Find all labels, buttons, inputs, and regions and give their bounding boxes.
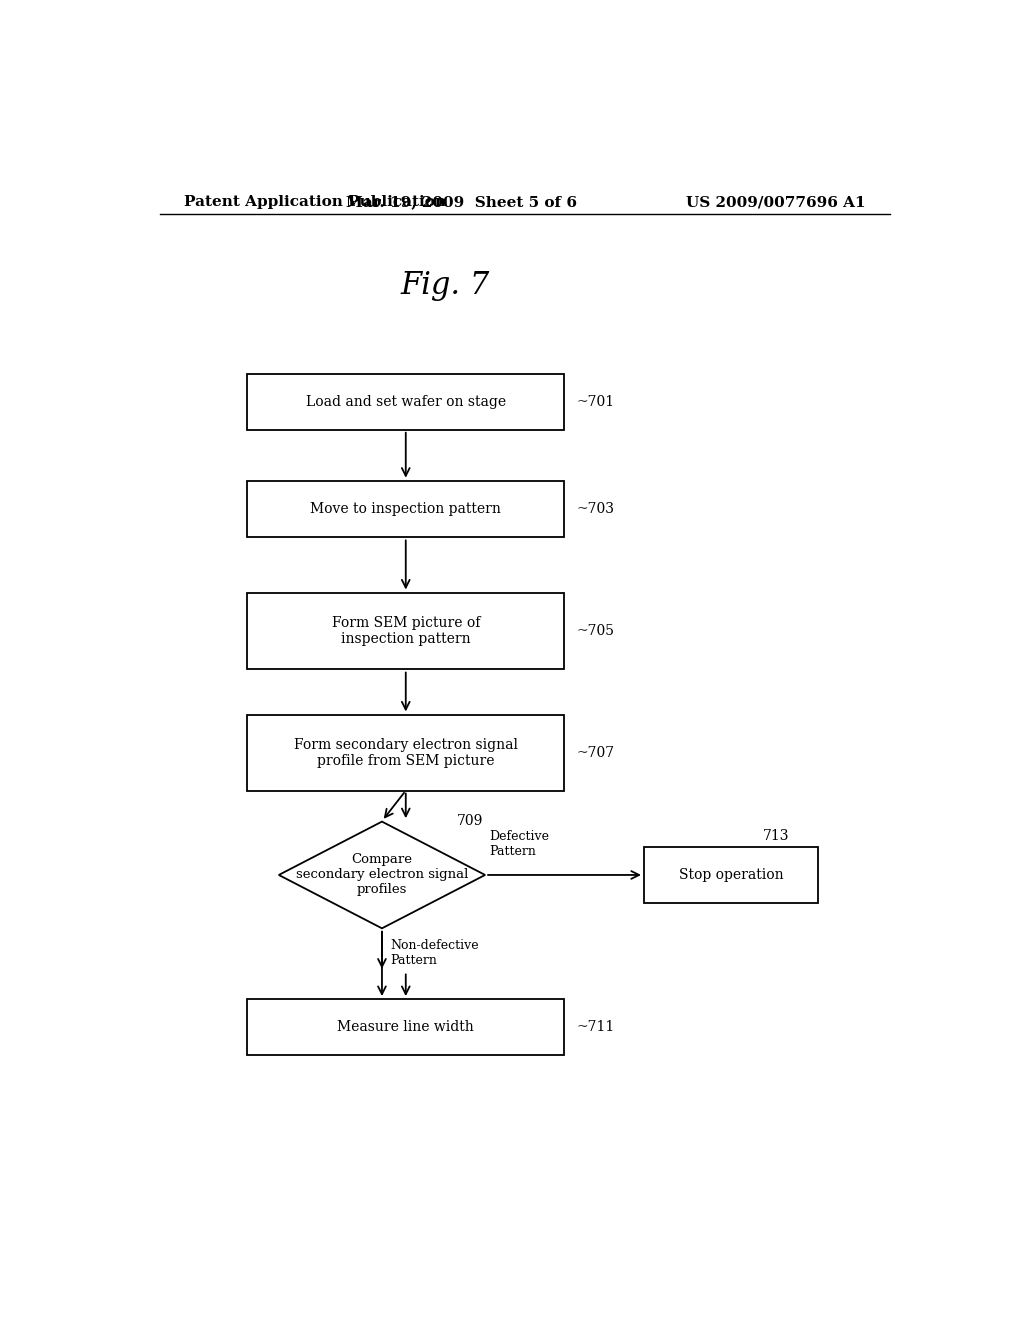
Text: Defective
Pattern: Defective Pattern [489, 830, 549, 858]
FancyBboxPatch shape [644, 847, 818, 903]
FancyBboxPatch shape [247, 480, 564, 537]
FancyBboxPatch shape [247, 999, 564, 1056]
Text: 709: 709 [458, 814, 483, 828]
Text: Non-defective
Pattern: Non-defective Pattern [390, 939, 478, 968]
Polygon shape [279, 821, 485, 928]
Text: Measure line width: Measure line width [337, 1020, 474, 1035]
FancyBboxPatch shape [247, 715, 564, 791]
Text: Form SEM picture of
inspection pattern: Form SEM picture of inspection pattern [332, 616, 480, 645]
Text: 713: 713 [763, 829, 790, 843]
Text: ~701: ~701 [577, 395, 614, 409]
Text: ~703: ~703 [577, 502, 614, 516]
Text: ~711: ~711 [577, 1020, 614, 1035]
Text: Compare
secondary electron signal
profiles: Compare secondary electron signal profil… [296, 854, 468, 896]
FancyBboxPatch shape [247, 593, 564, 669]
Text: Patent Application Publication: Patent Application Publication [183, 195, 445, 209]
Text: ~707: ~707 [577, 746, 614, 760]
Text: Mar. 19, 2009  Sheet 5 of 6: Mar. 19, 2009 Sheet 5 of 6 [346, 195, 577, 209]
Text: Fig. 7: Fig. 7 [400, 271, 490, 301]
Text: Load and set wafer on stage: Load and set wafer on stage [306, 395, 506, 409]
Text: Stop operation: Stop operation [679, 869, 783, 882]
Text: Form secondary electron signal
profile from SEM picture: Form secondary electron signal profile f… [294, 738, 518, 768]
Text: US 2009/0077696 A1: US 2009/0077696 A1 [686, 195, 866, 209]
Text: ~705: ~705 [577, 624, 614, 638]
FancyBboxPatch shape [247, 375, 564, 430]
Text: Move to inspection pattern: Move to inspection pattern [310, 502, 501, 516]
